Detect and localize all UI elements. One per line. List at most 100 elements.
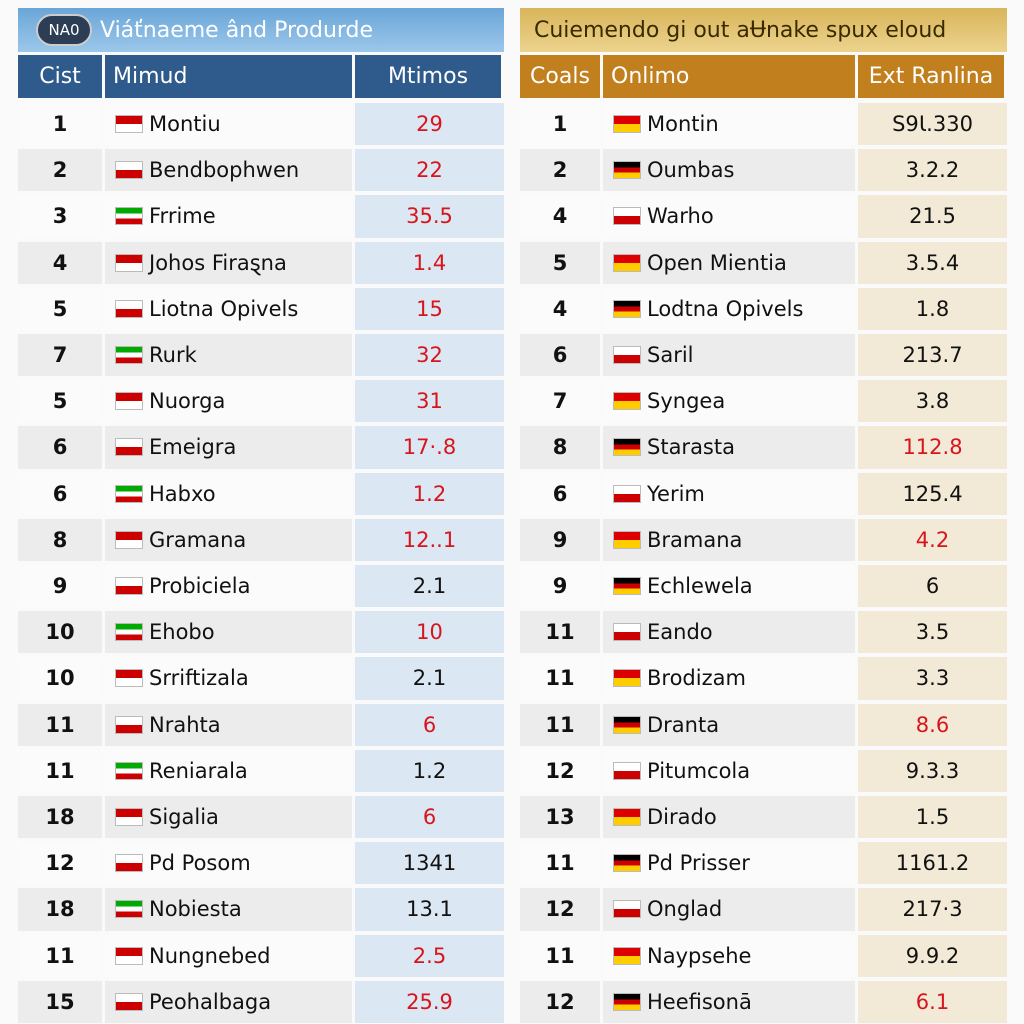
- flag-icon: [613, 577, 641, 595]
- rank-cell: 5: [520, 241, 600, 284]
- rank-cell: 1: [18, 103, 102, 146]
- value-cell: 1161.2: [858, 842, 1007, 885]
- flag-icon: [115, 946, 143, 965]
- rank-cell: 8: [520, 426, 600, 469]
- name-cell: Pd Posom: [105, 842, 352, 885]
- name-cell: Reniarala: [105, 749, 352, 792]
- name-cell: Eando: [603, 611, 855, 654]
- flag-icon: [115, 115, 143, 133]
- name-cell: Warho: [603, 195, 855, 238]
- rank-cell: 18: [18, 796, 102, 839]
- name-cell: Sigalia: [105, 796, 352, 839]
- value-cell: 9.9.2: [858, 934, 1007, 977]
- name-cell: Heefisonā: [603, 980, 855, 1023]
- flag-icon: [613, 253, 641, 272]
- rank-cell: 11: [520, 611, 600, 654]
- flag-icon: [115, 900, 143, 919]
- rank-cell: 12: [520, 749, 600, 792]
- flag-icon: [613, 115, 641, 133]
- flag-icon: [115, 392, 143, 411]
- value-cell: 1341: [355, 842, 504, 885]
- rank-cell: 6: [520, 334, 600, 377]
- value-cell: 12..1: [355, 518, 504, 561]
- name-cell: Gramana: [105, 518, 352, 561]
- rank-cell: 18: [18, 888, 102, 931]
- column-header: Ext Ranlina: [858, 55, 1004, 98]
- rank-cell: 9: [18, 565, 102, 608]
- value-cell: 1.2: [355, 749, 504, 792]
- flag-icon: [613, 715, 641, 734]
- flag-icon: [115, 761, 143, 780]
- name-cell: Brodizam: [603, 657, 855, 700]
- column-header: Coals: [520, 55, 600, 98]
- rank-cell: 4: [520, 287, 600, 330]
- rank-cell: 11: [18, 749, 102, 792]
- flag-icon: [613, 207, 641, 226]
- value-cell: 6: [858, 565, 1007, 608]
- rank-cell: 6: [18, 426, 102, 469]
- rank-cell: 11: [18, 934, 102, 977]
- name-cell: Nobiesta: [105, 888, 352, 931]
- value-cell: 3.2.2: [858, 149, 1007, 192]
- rank-cell: 11: [520, 703, 600, 746]
- name-cell: Frrime: [105, 195, 352, 238]
- name-cell: Pitumcola: [603, 749, 855, 792]
- rank-cell: 4: [18, 241, 102, 284]
- rank-cell: 5: [18, 380, 102, 423]
- name-cell: Dranta: [603, 703, 855, 746]
- value-cell: 112.8: [858, 426, 1007, 469]
- value-cell: 1.8: [858, 287, 1007, 330]
- rank-cell: 9: [520, 565, 600, 608]
- value-cell: 2.1: [355, 565, 504, 608]
- flag-icon: [115, 715, 143, 734]
- name-cell: Peohalbaga: [105, 980, 352, 1023]
- rank-cell: 11: [520, 842, 600, 885]
- name-cell: Bendbophwen: [105, 149, 352, 192]
- value-cell: 31: [355, 380, 504, 423]
- value-cell: 1.2: [355, 472, 504, 515]
- name-cell: Onglad: [603, 888, 855, 931]
- flag-icon: [115, 669, 143, 688]
- value-cell: 4.2: [858, 518, 1007, 561]
- name-cell: Probiciela: [105, 565, 352, 608]
- flag-icon: [613, 346, 641, 364]
- rank-cell: 4: [520, 195, 600, 238]
- flag-icon: [115, 577, 143, 595]
- flag-icon: [115, 253, 143, 272]
- flag-icon: [115, 299, 143, 318]
- rank-cell: 11: [520, 657, 600, 700]
- rank-cell: 3: [18, 195, 102, 238]
- value-cell: 6.1: [858, 980, 1007, 1023]
- name-cell: Syngea: [603, 380, 855, 423]
- flag-icon: [613, 900, 641, 919]
- value-cell: 213.7: [858, 334, 1007, 377]
- value-cell: 125.4: [858, 472, 1007, 515]
- flag-icon: [613, 623, 641, 642]
- name-cell: Nuorga: [105, 380, 352, 423]
- name-cell: Open Mientia: [603, 241, 855, 284]
- name-cell: Montiu: [105, 103, 352, 146]
- value-cell: 8.6: [858, 703, 1007, 746]
- flag-icon: [613, 854, 641, 873]
- value-cell: 21.5: [858, 195, 1007, 238]
- rank-cell: 6: [18, 472, 102, 515]
- flag-icon: [115, 438, 143, 457]
- value-cell: 6: [355, 703, 504, 746]
- rank-cell: 11: [18, 703, 102, 746]
- value-cell: 2.5: [355, 934, 504, 977]
- value-cell: 3.5.4: [858, 241, 1007, 284]
- flag-icon: [613, 992, 641, 1011]
- value-cell: 2.1: [355, 657, 504, 700]
- name-cell: Emeigra: [105, 426, 352, 469]
- value-cell: 29: [355, 103, 504, 146]
- flag-icon: [115, 346, 143, 364]
- name-cell: Johos Firaȿna: [105, 241, 352, 284]
- flag-icon: [115, 808, 143, 826]
- name-cell: Liotna Opivels: [105, 287, 352, 330]
- value-cell: 35.5: [355, 195, 504, 238]
- value-cell: 3.8: [858, 380, 1007, 423]
- value-cell: 1.4: [355, 241, 504, 284]
- name-cell: Yerim: [603, 472, 855, 515]
- name-cell: Nrahta: [105, 703, 352, 746]
